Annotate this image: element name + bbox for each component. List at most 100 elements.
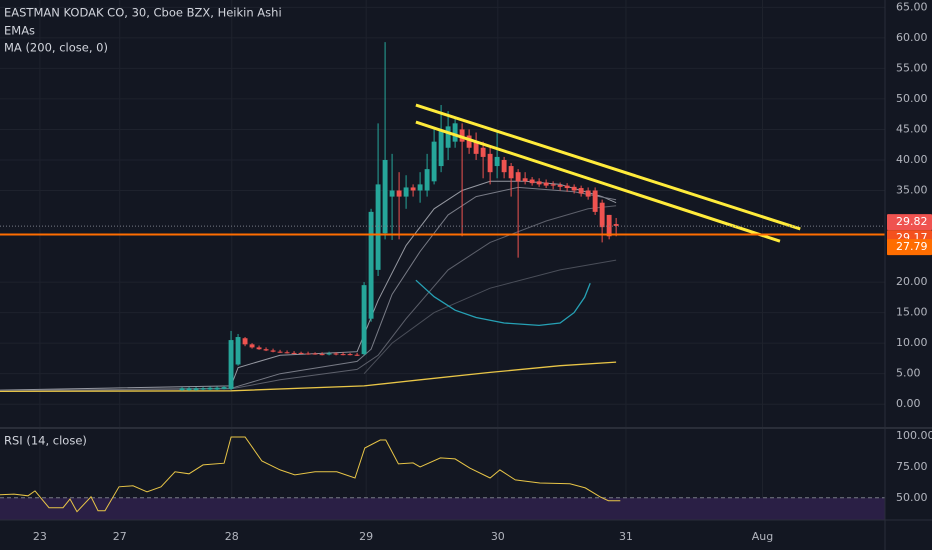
candle-body <box>396 190 402 197</box>
y-tick-label: 55.00 <box>896 61 928 74</box>
candle-body <box>312 353 318 355</box>
candle-body <box>592 190 598 212</box>
y-tick-label: 60.00 <box>896 31 928 44</box>
price-label: 27.79 <box>896 240 928 253</box>
rsi-title: RSI (14, close) <box>4 434 87 448</box>
candle-body <box>221 387 227 389</box>
y-tick-label: 5.00 <box>896 367 921 380</box>
candle-body <box>480 147 486 157</box>
candle-body <box>186 388 192 391</box>
candle-body <box>459 129 465 142</box>
candle-body <box>354 354 360 356</box>
candle-body <box>508 166 514 179</box>
x-tick-label: 30 <box>491 530 505 543</box>
y-tick-label: 15.00 <box>896 306 928 319</box>
candle-body <box>305 353 311 355</box>
candle-body <box>333 353 339 355</box>
candle-body <box>529 179 535 184</box>
candle-body <box>235 337 241 365</box>
candle-body <box>522 178 528 182</box>
candle-body <box>585 190 591 197</box>
candle-body <box>410 187 416 191</box>
ma-line <box>0 361 617 393</box>
rsi-line <box>0 436 621 513</box>
rsi-tick-label: 50.00 <box>896 491 928 504</box>
candle-body <box>403 187 409 197</box>
candle-body <box>389 190 395 197</box>
grid <box>0 0 885 520</box>
candle-body <box>536 181 542 185</box>
candle-body <box>578 188 584 194</box>
y-tick-label: 20.00 <box>896 275 928 288</box>
candle-body <box>438 129 444 167</box>
candle-body <box>340 354 346 356</box>
candle-body <box>368 211 374 319</box>
ema-line <box>0 205 617 392</box>
candle-body <box>445 126 451 148</box>
candle-body <box>501 159 507 173</box>
legend-entry: MA (200, close, 0) <box>4 41 108 55</box>
candle-body <box>298 352 304 354</box>
ema-line <box>0 180 617 391</box>
rsi-tick-label: 75.00 <box>896 460 928 473</box>
candle-body <box>487 153 493 173</box>
candle-body <box>242 338 248 345</box>
price-label: 29.82 <box>896 215 928 228</box>
price-label-box <box>887 239 932 256</box>
candle-body <box>382 159 388 234</box>
ema-line <box>363 259 617 375</box>
price-pane <box>0 42 885 393</box>
rsi-pane <box>0 436 885 520</box>
rsi-tick-label: 100.00 <box>896 429 932 442</box>
candle-body <box>375 184 381 270</box>
candle-body <box>200 388 206 390</box>
y-tick-label: 45.00 <box>896 122 928 135</box>
candle-body <box>214 387 220 390</box>
candle-body <box>550 184 556 186</box>
candle-body <box>599 202 605 228</box>
x-tick-label: 29 <box>359 530 373 543</box>
candle-body <box>179 388 185 391</box>
axes: 0.00 5.00 10.00 15.00 20.00 35.00 40.00 45.00 50… <box>33 0 932 543</box>
candle-body <box>284 352 290 354</box>
candle-body <box>207 387 213 390</box>
candle-body <box>347 354 353 356</box>
candle-body <box>193 388 199 391</box>
candle-body <box>466 135 472 148</box>
candle-body <box>256 347 262 350</box>
y-tick-label: 10.00 <box>896 336 928 349</box>
candle-body <box>228 340 234 389</box>
legend-entry: EMAs <box>4 24 35 38</box>
ema-line <box>0 186 617 392</box>
candle-body <box>613 224 619 226</box>
trendline <box>415 103 801 231</box>
y-tick-label: 50.00 <box>896 92 928 105</box>
candle-body <box>515 172 521 182</box>
candle-body <box>270 350 276 352</box>
x-tick-label: 31 <box>619 530 633 543</box>
x-tick-label: 27 <box>113 530 127 543</box>
candle-body <box>473 141 479 154</box>
candle-body <box>452 123 458 142</box>
candle-body <box>564 185 570 189</box>
y-tick-label: 35.00 <box>896 183 928 196</box>
chart-title: EASTMAN KODAK CO, 30, Cboe BZX, Heikin A… <box>4 6 282 20</box>
candle-body <box>543 182 549 186</box>
candle-body <box>431 141 437 182</box>
candle-body <box>361 285 367 355</box>
candle-body <box>571 186 577 191</box>
x-tick-label: 28 <box>225 530 239 543</box>
trendline <box>415 120 781 243</box>
ema-line <box>415 279 591 327</box>
candle-body <box>424 169 430 191</box>
candle-body <box>494 156 500 167</box>
candle-body <box>263 349 269 351</box>
y-tick-label: 40.00 <box>896 153 928 166</box>
x-tick-label: Aug <box>752 530 773 543</box>
candle-body <box>326 353 332 355</box>
candle-body <box>557 184 563 187</box>
candle-body <box>291 352 297 354</box>
rsi-band <box>0 497 885 520</box>
